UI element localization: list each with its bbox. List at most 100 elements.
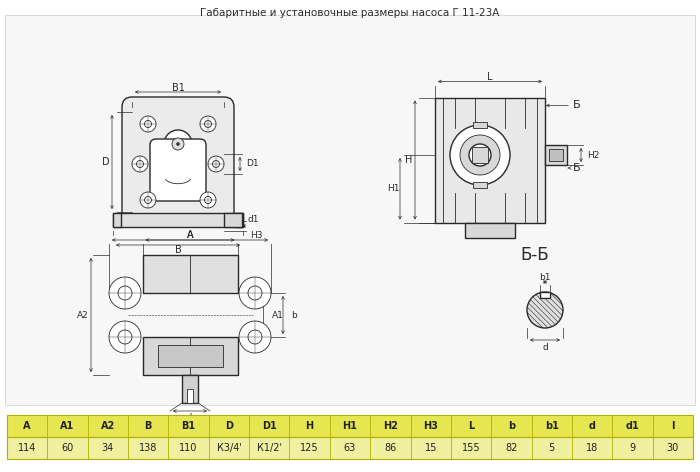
Text: A: A <box>23 421 31 431</box>
Text: b: b <box>508 421 515 431</box>
Circle shape <box>144 196 151 203</box>
Text: l: l <box>671 421 675 431</box>
Text: H: H <box>405 155 413 165</box>
Text: 9: 9 <box>629 443 636 453</box>
Text: d1: d1 <box>248 214 260 224</box>
FancyBboxPatch shape <box>122 97 234 227</box>
Text: A1: A1 <box>60 421 75 431</box>
Text: d1: d1 <box>626 421 639 431</box>
Text: 5: 5 <box>549 443 555 453</box>
Text: b1: b1 <box>545 421 559 431</box>
Text: 138: 138 <box>139 443 158 453</box>
Text: 60: 60 <box>62 443 74 453</box>
Text: B: B <box>144 421 152 431</box>
Text: L: L <box>487 71 493 82</box>
Text: 110: 110 <box>179 443 198 453</box>
Text: H: H <box>306 421 314 431</box>
Text: 30: 30 <box>666 443 679 453</box>
FancyBboxPatch shape <box>150 139 206 201</box>
Circle shape <box>140 192 156 208</box>
Text: К1/2': К1/2' <box>257 443 282 453</box>
Circle shape <box>109 321 141 353</box>
Bar <box>5 15 695 405</box>
Circle shape <box>140 116 156 132</box>
Text: H1: H1 <box>342 421 358 431</box>
Bar <box>143 337 237 375</box>
Circle shape <box>527 292 563 328</box>
Bar <box>235 213 243 227</box>
Bar <box>158 345 223 367</box>
Circle shape <box>109 277 141 309</box>
Circle shape <box>460 135 500 175</box>
Text: H3: H3 <box>424 421 438 431</box>
Bar <box>549 149 563 161</box>
Bar <box>113 213 121 227</box>
Text: A2: A2 <box>77 311 89 320</box>
Text: b: b <box>291 311 297 320</box>
Text: A1: A1 <box>272 311 284 320</box>
Bar <box>472 147 488 163</box>
Circle shape <box>204 196 211 203</box>
Bar <box>7 437 693 459</box>
Circle shape <box>239 277 271 309</box>
Circle shape <box>200 192 216 208</box>
Circle shape <box>239 321 271 353</box>
Bar <box>187 389 193 403</box>
Circle shape <box>248 286 262 300</box>
Text: Б: Б <box>573 163 580 173</box>
Text: d: d <box>542 343 548 352</box>
Text: D: D <box>225 421 233 431</box>
Text: H1: H1 <box>386 184 399 193</box>
Text: К3/4': К3/4' <box>216 443 242 453</box>
Circle shape <box>144 120 151 127</box>
Bar <box>435 98 545 222</box>
Text: A: A <box>187 230 193 240</box>
Bar <box>7 415 693 437</box>
Circle shape <box>176 143 179 145</box>
Polygon shape <box>540 292 550 298</box>
Circle shape <box>172 138 184 150</box>
Bar <box>113 213 243 227</box>
Text: В: В <box>174 245 181 255</box>
Text: Габаритные и установочные размеры насоса Г 11-23А: Габаритные и установочные размеры насоса… <box>200 8 500 18</box>
Bar <box>545 145 567 165</box>
Circle shape <box>118 286 132 300</box>
Circle shape <box>164 130 192 158</box>
Text: 82: 82 <box>505 443 517 453</box>
Text: D: D <box>102 157 110 167</box>
Text: 18: 18 <box>586 443 598 453</box>
Text: 125: 125 <box>300 443 319 453</box>
Text: A: A <box>187 230 193 240</box>
Circle shape <box>450 125 510 185</box>
Text: Б: Б <box>573 101 580 110</box>
Text: 155: 155 <box>462 443 480 453</box>
Circle shape <box>132 156 148 172</box>
Bar <box>473 122 487 128</box>
Text: В1: В1 <box>172 83 184 93</box>
Bar <box>473 182 487 188</box>
Bar <box>465 222 515 237</box>
Circle shape <box>208 156 224 172</box>
Bar <box>224 213 242 227</box>
Text: 114: 114 <box>18 443 36 453</box>
Bar <box>143 255 237 293</box>
Text: 86: 86 <box>384 443 396 453</box>
Text: 34: 34 <box>102 443 114 453</box>
Circle shape <box>213 160 220 168</box>
Text: 63: 63 <box>344 443 356 453</box>
Text: D1: D1 <box>246 160 258 169</box>
Circle shape <box>118 330 132 344</box>
Circle shape <box>469 144 491 166</box>
Text: L: L <box>468 421 474 431</box>
Text: 15: 15 <box>424 443 437 453</box>
Text: B1: B1 <box>181 421 196 431</box>
Text: d: d <box>589 421 596 431</box>
Text: H3: H3 <box>250 230 262 239</box>
Text: A2: A2 <box>101 421 115 431</box>
Bar <box>182 375 198 403</box>
Text: Б-Б: Б-Б <box>521 246 550 264</box>
Circle shape <box>136 160 144 168</box>
Text: H2: H2 <box>383 421 398 431</box>
Circle shape <box>248 330 262 344</box>
Text: l: l <box>188 413 191 423</box>
